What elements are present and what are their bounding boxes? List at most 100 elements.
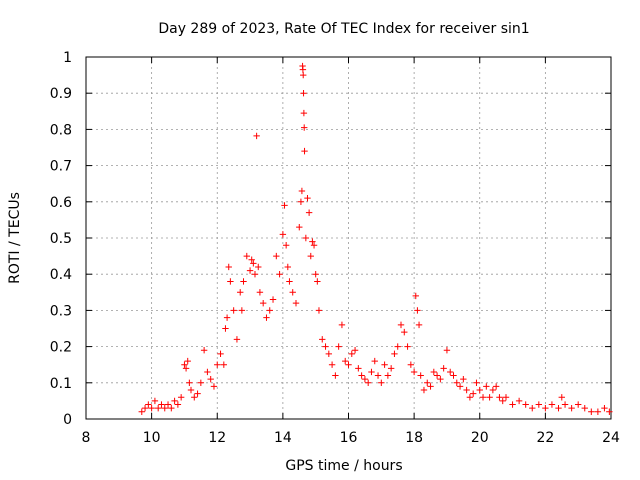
data-point	[381, 361, 388, 368]
x-axis-ticks: 8 10 12 14 16 18 20 22 24	[82, 57, 620, 446]
data-point	[348, 350, 355, 358]
data-point	[328, 361, 336, 368]
data-point	[255, 263, 262, 271]
data-point	[227, 278, 234, 285]
data-point	[332, 372, 339, 379]
data-point	[433, 372, 441, 379]
data-point	[148, 404, 155, 412]
data-point	[450, 372, 457, 379]
grid-lines	[86, 57, 611, 419]
data-point	[263, 314, 270, 321]
x-tick-label: 10	[143, 430, 161, 446]
data-point	[269, 296, 277, 303]
data-point	[522, 401, 529, 408]
data-point	[581, 404, 588, 412]
data-point	[364, 379, 372, 386]
data-point	[187, 386, 195, 394]
data-point	[151, 397, 159, 405]
data-point	[251, 271, 259, 278]
data-point	[601, 404, 608, 412]
x-tick-label: 8	[82, 430, 91, 446]
data-point	[417, 372, 424, 379]
data-point	[310, 242, 318, 249]
x-tick-label: 24	[602, 430, 620, 446]
data-point	[548, 401, 556, 408]
data-point	[230, 307, 237, 314]
data-point	[466, 394, 474, 401]
y-axis-label: ROTI / TECUs	[7, 192, 23, 284]
data-point	[314, 278, 321, 285]
data-point	[305, 209, 313, 216]
data-point	[238, 307, 246, 314]
data-point	[509, 401, 516, 408]
data-point	[397, 321, 405, 329]
data-point	[141, 404, 149, 412]
data-point	[588, 408, 595, 415]
data-point	[237, 289, 244, 296]
data-point	[443, 347, 451, 354]
data-point	[387, 365, 395, 372]
data-point	[286, 278, 293, 285]
data-point	[322, 343, 329, 350]
data-point	[184, 357, 191, 365]
y-tick-label: 0.9	[50, 86, 72, 102]
data-point	[415, 321, 423, 329]
data-point	[246, 267, 254, 274]
data-point	[479, 394, 487, 401]
data-point	[463, 386, 470, 394]
data-point	[171, 397, 178, 405]
data-point	[182, 365, 190, 372]
data-point	[158, 401, 165, 408]
data-point	[300, 90, 307, 97]
data-point	[301, 147, 308, 155]
data-point	[168, 404, 175, 412]
x-tick-label: 12	[208, 430, 226, 446]
data-point	[200, 347, 208, 354]
data-point	[250, 260, 257, 267]
y-tick-label: 0.4	[50, 267, 72, 283]
data-point	[492, 383, 500, 390]
x-tick-label: 18	[405, 430, 423, 446]
data-point	[161, 404, 168, 412]
data-point	[289, 289, 296, 296]
data-point	[174, 401, 182, 408]
data-point	[437, 375, 444, 383]
data-point	[486, 394, 493, 401]
data-point	[299, 66, 307, 73]
data-point	[460, 375, 467, 383]
data-point	[220, 361, 228, 368]
data-point	[304, 194, 311, 202]
y-tick-label: 0.1	[50, 376, 72, 392]
x-tick-label: 20	[471, 430, 489, 446]
data-point	[284, 263, 291, 271]
data-point	[300, 71, 307, 79]
data-points	[138, 62, 613, 415]
data-point	[368, 368, 375, 376]
y-tick-label: 0.3	[50, 303, 72, 319]
data-point	[574, 401, 582, 408]
data-point	[225, 263, 232, 271]
data-point	[351, 347, 359, 354]
data-point	[412, 292, 419, 300]
data-point	[335, 343, 342, 350]
data-point	[355, 365, 362, 372]
data-point	[529, 404, 536, 412]
data-point	[430, 368, 438, 376]
data-point	[301, 124, 308, 131]
x-axis-label: GPS time / hours	[285, 458, 402, 474]
data-point	[469, 390, 477, 397]
data-point	[164, 401, 172, 408]
data-point	[440, 365, 447, 372]
y-tick-label: 0.7	[50, 159, 72, 175]
data-point	[298, 187, 306, 195]
y-tick-label: 0.5	[50, 231, 72, 247]
data-point	[594, 408, 602, 415]
data-point	[371, 357, 378, 365]
data-point	[282, 242, 290, 249]
data-point	[473, 379, 480, 386]
data-point	[194, 390, 201, 397]
data-point	[476, 386, 483, 394]
data-point	[489, 386, 497, 394]
data-point	[338, 321, 346, 329]
data-point	[410, 368, 418, 376]
